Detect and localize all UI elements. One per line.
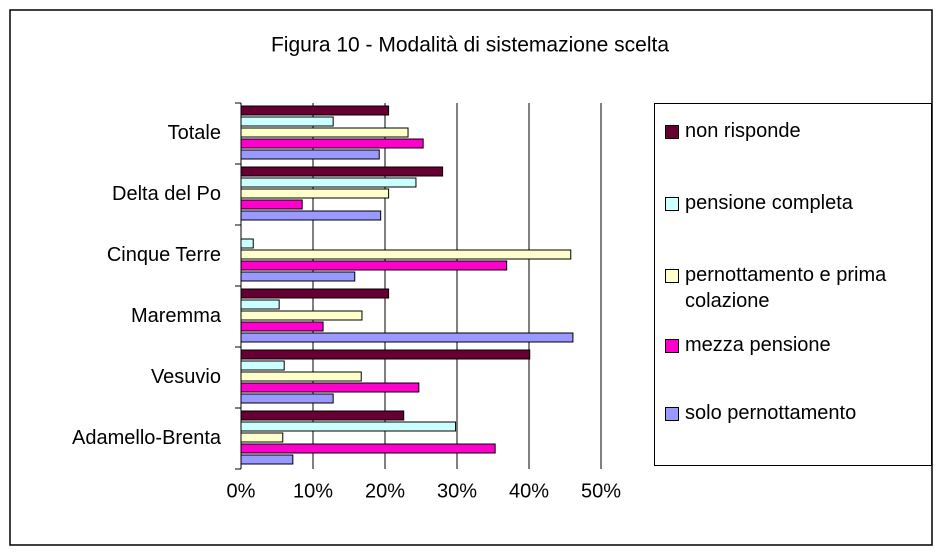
y-tick-label: Delta del Po — [112, 183, 221, 205]
bar — [240, 238, 254, 249]
y-tick-label: Vesuvio — [151, 366, 221, 388]
legend-label: pernottamento e prima colazione — [685, 264, 887, 312]
bar — [240, 149, 380, 160]
chart-border — [9, 9, 933, 546]
bar — [240, 271, 356, 282]
bar — [240, 116, 334, 127]
x-tick-label: 10% — [293, 480, 333, 502]
legend-label: non risponde — [685, 120, 801, 142]
bar — [240, 249, 572, 260]
bar — [240, 166, 444, 177]
bar — [240, 177, 417, 188]
legend-label: pensione completa — [685, 192, 853, 214]
bar — [240, 199, 303, 210]
legend-item: pernottamento e prima colazione — [665, 262, 927, 314]
bar — [240, 210, 382, 221]
legend-swatch — [665, 269, 679, 283]
bar — [240, 360, 285, 371]
bar — [240, 432, 284, 443]
legend-item: non risponde — [665, 118, 927, 144]
bar — [240, 443, 496, 454]
bar — [240, 382, 420, 393]
legend: non risponde pensione completa pernottamen… — [654, 103, 932, 466]
x-tick-label: 50% — [581, 480, 621, 502]
bar — [240, 321, 324, 332]
legend-swatch — [665, 407, 679, 421]
bar — [240, 454, 294, 465]
bar — [240, 188, 390, 199]
y-tick-label: Adamello-Brenta — [72, 427, 222, 449]
bar — [240, 138, 424, 149]
legend-item: mezza pensione — [665, 332, 927, 358]
y-tick-label: Maremma — [131, 305, 222, 327]
bar — [240, 288, 390, 299]
chart-title: Figura 10 - Modalità di sistemazione sce… — [271, 34, 669, 57]
bar — [240, 332, 574, 343]
legend-item: pensione completa — [665, 190, 927, 216]
x-tick-label: 0% — [227, 480, 256, 502]
legend-label: solo pernottamento — [685, 402, 857, 424]
bar — [240, 299, 280, 310]
x-tick-label: 30% — [437, 480, 477, 502]
bar — [240, 105, 390, 116]
legend-label: mezza pensione — [685, 334, 831, 356]
legend-swatch — [665, 339, 679, 353]
bar — [240, 127, 409, 138]
legend-swatch — [665, 197, 679, 211]
y-tick-label: Cinque Terre — [107, 244, 221, 266]
bar — [240, 410, 405, 421]
bar — [240, 421, 457, 432]
legend-swatch — [665, 125, 679, 139]
x-tick-label: 40% — [509, 480, 549, 502]
legend-item: solo pernottamento — [665, 400, 927, 426]
bar — [240, 310, 363, 321]
bar — [240, 260, 508, 271]
bar — [240, 393, 334, 404]
bar — [240, 349, 531, 360]
bar — [240, 371, 362, 382]
x-tick-label: 20% — [365, 480, 405, 502]
y-tick-label: Totale — [168, 122, 221, 144]
